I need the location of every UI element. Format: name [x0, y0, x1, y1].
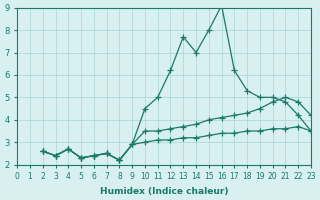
- X-axis label: Humidex (Indice chaleur): Humidex (Indice chaleur): [100, 187, 228, 196]
